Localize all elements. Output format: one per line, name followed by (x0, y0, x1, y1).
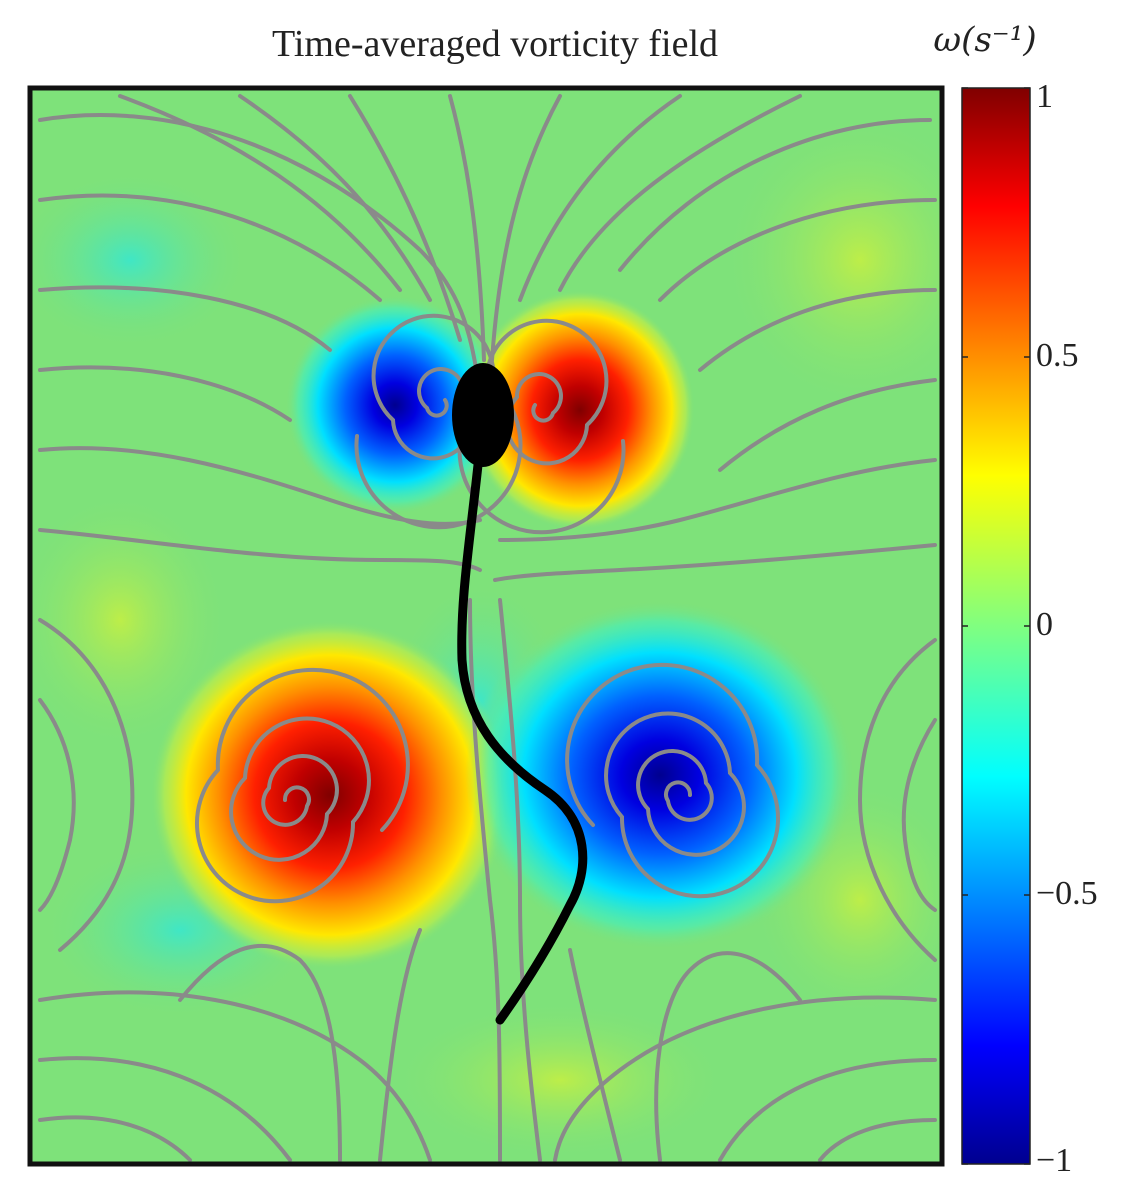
streamline-spiral (457, 318, 626, 535)
vortex-lower-right (465, 600, 855, 950)
colorbar-tick-label: −0.5 (1036, 875, 1098, 912)
colorbar-label: ω(s⁻¹) (933, 20, 1037, 60)
streamline (654, 951, 802, 1162)
streamline-spiral (354, 313, 523, 530)
streamline (857, 638, 937, 962)
vortex-lower-left (150, 620, 510, 970)
streamline (38, 618, 135, 952)
streamline (818, 1118, 937, 1162)
streamline (38, 990, 432, 1162)
vortex-upper-right (465, 290, 695, 530)
streamline (718, 378, 937, 472)
swimmer-tail (457, 460, 588, 1025)
weak-positive-patch (720, 110, 942, 410)
streamlines (38, 94, 937, 1162)
streamline (498, 458, 937, 542)
streamline (498, 598, 542, 1162)
streamline (178, 943, 342, 1162)
streamline (38, 1056, 292, 1162)
colorbar-tick-label: 0 (1036, 606, 1053, 643)
streamline (378, 928, 422, 1162)
streamline (901, 718, 937, 912)
streamline (618, 118, 932, 272)
streamline (468, 598, 502, 1162)
colorbar (961, 87, 1031, 1165)
streamline (698, 288, 937, 372)
streamline (348, 94, 462, 342)
weak-positive-patch (30, 490, 230, 750)
weak-positive-patch (390, 1000, 730, 1160)
colorbar-tick-label: −1 (1036, 1142, 1073, 1179)
chart-title: Time-averaged vorticity field (271, 23, 719, 65)
streamline (38, 698, 76, 912)
vorticity-field (30, 88, 942, 1164)
swimmer-head (452, 363, 514, 467)
weak-negative-patch (30, 170, 250, 350)
streamline (490, 94, 562, 362)
streamline (568, 948, 622, 1162)
streamline (38, 446, 482, 526)
streamline (38, 1115, 192, 1162)
streamline (558, 94, 802, 292)
plot-frame (27, 85, 945, 1167)
streamline (38, 528, 482, 572)
vortex-upper-left (285, 295, 505, 515)
streamline (38, 365, 292, 422)
streamline-spiral (195, 667, 410, 904)
colorbar-tick-label: 0.5 (1036, 337, 1079, 374)
streamline (658, 198, 937, 302)
streamline (518, 94, 682, 302)
streamline-spiral (565, 662, 780, 899)
colorbar-ticks (962, 87, 1030, 1165)
streamline (38, 285, 332, 352)
streamline (448, 94, 486, 362)
streamline (38, 193, 382, 302)
streamline (118, 94, 402, 292)
colorbar-tick-label: 1 (1036, 78, 1053, 115)
streamline (718, 1058, 937, 1162)
streamline (493, 543, 937, 582)
streamline (238, 94, 432, 302)
